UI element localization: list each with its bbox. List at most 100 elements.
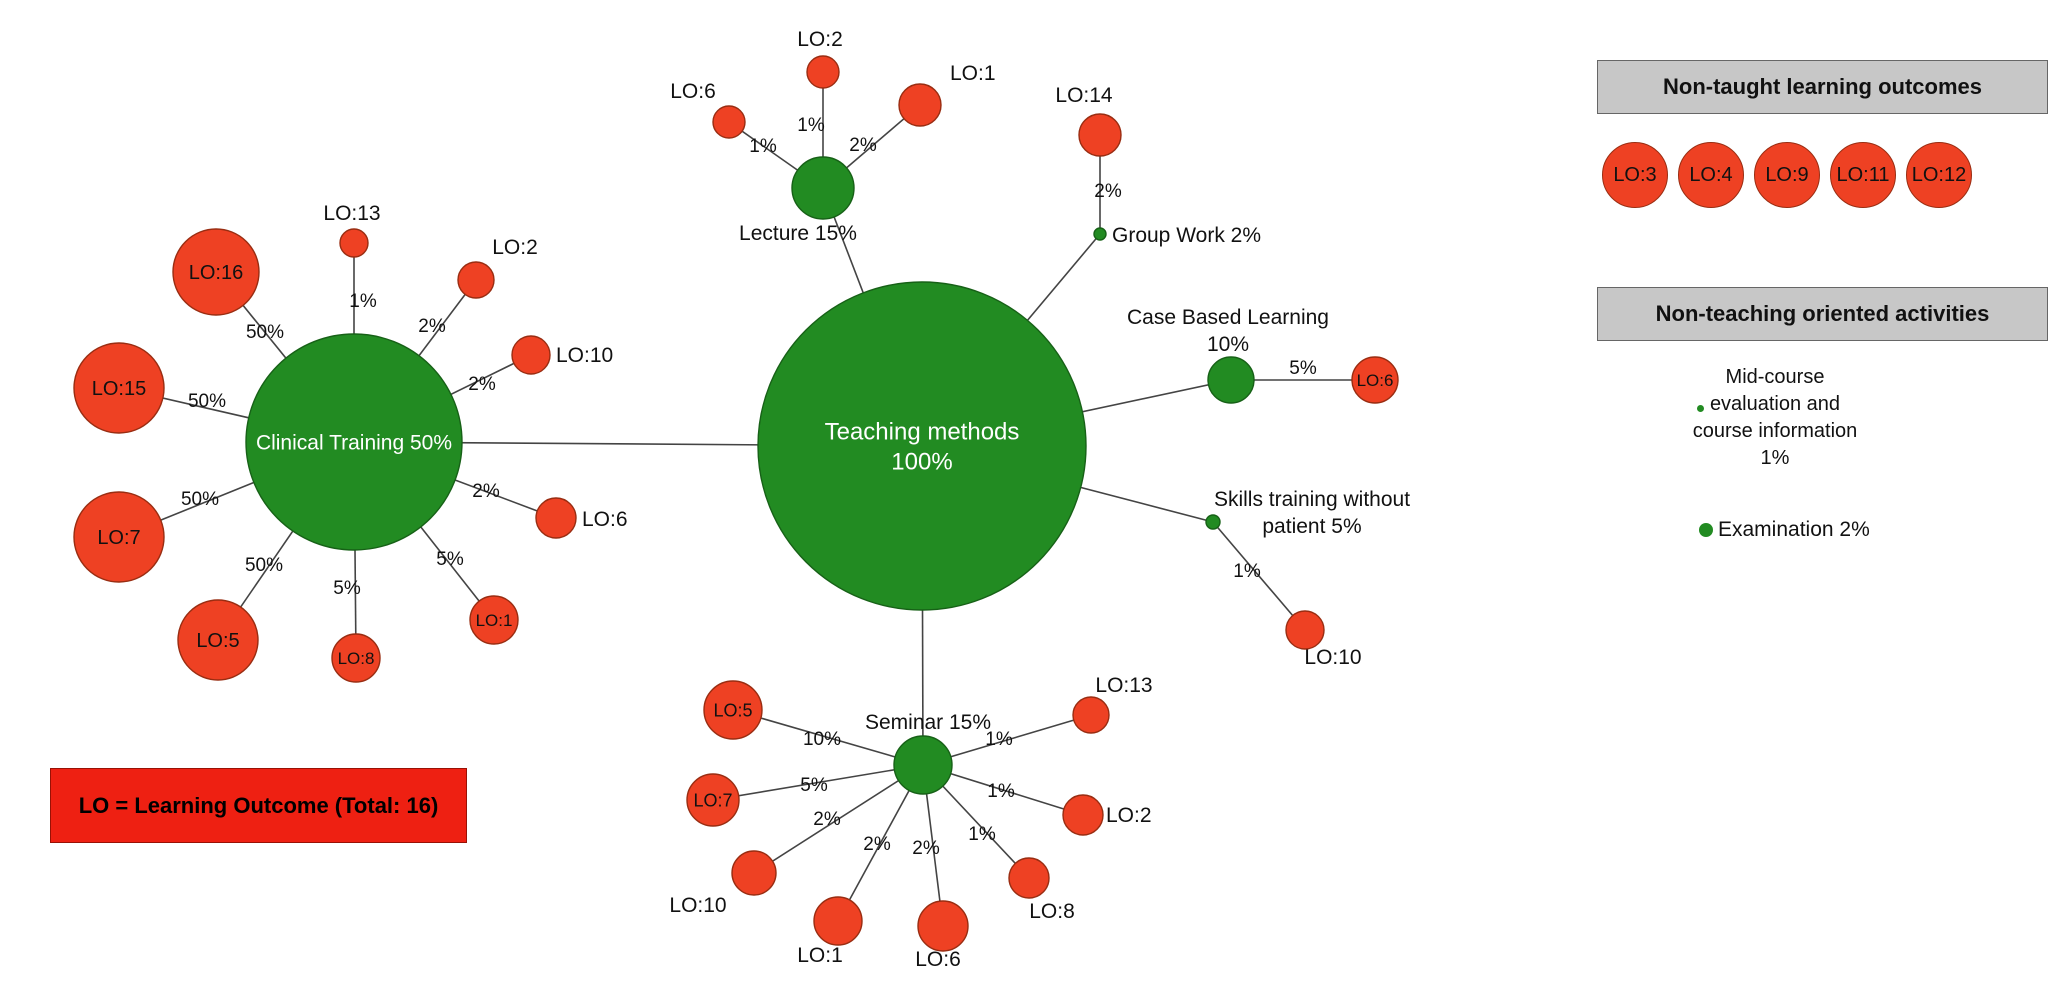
node-c_lo5	[177, 599, 259, 681]
legend-lo11-chip: LO:11	[1830, 142, 1896, 208]
node-label-c_lo16: LO:16	[189, 262, 243, 284]
edge-label-clinical-c_lo5: 50%	[245, 555, 283, 576]
node-se_lo13	[1072, 696, 1110, 734]
node-label-teaching: Teaching methods 100%	[825, 418, 1020, 475]
legend-lo9-chip: LO:9	[1754, 142, 1820, 208]
legend-note: LO = Learning Outcome (Total: 16)	[50, 768, 467, 843]
edge-label-seminar-se_lo6: 2%	[912, 838, 940, 859]
edge-label-lecture-l_lo1: 2%	[849, 135, 877, 156]
node-c_lo8	[331, 633, 381, 683]
midcourse-dot	[1697, 405, 1704, 412]
edge-label-seminar-se_lo1: 2%	[863, 834, 891, 855]
node-label-se_lo7: LO:7	[693, 790, 732, 810]
edge-label-seminar-se_lo2: 1%	[987, 781, 1015, 802]
edge-label-seminar-se_lo13: 1%	[985, 729, 1013, 750]
node-se_lo7	[686, 773, 740, 827]
node-c_lo16	[172, 228, 260, 316]
node-g_lo14	[1078, 113, 1122, 157]
node-label-l_lo2: LO:2	[797, 28, 843, 51]
node-label-se_lo8: LO:8	[1029, 900, 1075, 923]
legend-lo4-chip: LO:4	[1678, 142, 1744, 208]
node-label-g_lo14: LO:14	[1055, 84, 1113, 107]
edge-label-clinical-c_lo8: 5%	[333, 578, 361, 599]
legend-lo3-chip: LO:3	[1602, 142, 1668, 208]
node-label-se_lo13: LO:13	[1095, 674, 1152, 697]
node-label-c_lo10: LO:10	[556, 344, 613, 367]
legend-lo12-chip: LO:12	[1906, 142, 1972, 208]
node-label-c_lo5: LO:5	[196, 630, 239, 652]
edge-seminar-se_lo7	[712, 764, 924, 801]
labels: 50% 1% 2% 2% 50% 2% 50% 5% 50% 5% 1% 1% 2% 2% 5% 1% 10% 5…	[92, 28, 1410, 971]
node-label-seminar: Seminar 15%	[865, 711, 991, 734]
node-label-c_lo7: LO:7	[97, 527, 140, 549]
node-l_lo1	[898, 83, 942, 127]
nodes	[73, 55, 1399, 952]
node-label-c_lo13: LO:13	[323, 202, 380, 225]
edge-label-clinical-c_lo13: 1%	[349, 291, 377, 312]
node-label-c_lo1: LO:1	[476, 611, 513, 630]
edge-seminar-se_lo10	[753, 764, 924, 874]
node-label-c_lo2: LO:2	[492, 236, 538, 259]
node-lecture	[791, 156, 855, 220]
node-s_lo10	[1285, 610, 1325, 650]
node-label-se_lo1: LO:1	[797, 944, 843, 967]
edge-label-lecture-l_lo2: 1%	[797, 115, 825, 136]
node-label-casebased: Case Based Learning 10%	[1127, 306, 1329, 356]
edge-label-clinical-c_lo10: 2%	[468, 374, 496, 395]
node-se_lo6	[917, 900, 969, 952]
node-label-cb_lo6: LO:6	[1357, 371, 1394, 390]
node-c_lo13	[339, 228, 369, 258]
edge-label-lecture-l_lo6: 1%	[749, 136, 777, 157]
node-c_lo1	[469, 595, 519, 645]
node-se_lo1	[813, 896, 863, 946]
node-label-c_lo15: LO:15	[92, 378, 146, 400]
node-skills	[1205, 514, 1221, 530]
node-label-se_lo10: LO:10	[669, 894, 726, 917]
edge-label-seminar-se_lo7: 5%	[800, 775, 828, 796]
edge-label-seminar-se_lo10: 2%	[813, 809, 841, 830]
edge-label-clinical-c_lo2: 2%	[418, 316, 446, 337]
edge-label-groupwork-g_lo14: 2%	[1094, 181, 1122, 202]
examination-dot	[1699, 523, 1713, 537]
node-c_lo15	[73, 342, 165, 434]
node-label-l_lo6: LO:6	[670, 80, 716, 103]
node-l_lo2	[806, 55, 840, 89]
examination-label: Examination 2%	[1718, 518, 1870, 541]
node-seminar	[893, 735, 953, 795]
edge-label-skills-s_lo10: 1%	[1233, 561, 1261, 582]
node-label-skills: Skills training without patient 5%	[1214, 488, 1410, 538]
edge-label-clinical-c_lo7: 50%	[181, 489, 219, 510]
midcourse-label: Mid-course evaluation and course informa…	[1692, 366, 1858, 469]
node-c_lo2	[457, 261, 495, 299]
edge-label-clinical-c_lo1: 5%	[436, 549, 464, 570]
edge-label-clinical-c_lo16: 50%	[246, 322, 284, 343]
node-se_lo8	[1008, 857, 1050, 899]
node-clinical	[245, 333, 463, 551]
node-teaching	[757, 281, 1087, 611]
edge-label-clinical-c_lo15: 50%	[188, 391, 226, 412]
node-c_lo10	[511, 335, 551, 375]
node-se_lo2	[1062, 794, 1104, 836]
node-se_lo5	[703, 680, 763, 740]
edge-skills-s_lo10	[1212, 521, 1306, 631]
edge-label-seminar-se_lo5: 10%	[803, 729, 841, 750]
node-cb_lo6	[1351, 356, 1399, 404]
edge-label-seminar-se_lo8: 1%	[968, 824, 996, 845]
edge-label-clinical-c_lo6: 2%	[472, 481, 500, 502]
node-l_lo6	[712, 105, 746, 139]
node-label-se_lo6: LO:6	[915, 948, 961, 971]
node-label-c_lo6: LO:6	[582, 508, 628, 531]
node-label-groupwork: Group Work 2%	[1112, 224, 1261, 247]
node-casebased	[1207, 356, 1255, 404]
node-label-c_lo8: LO:8	[338, 649, 375, 668]
node-label-se_lo5: LO:5	[713, 700, 752, 720]
node-groupwork	[1093, 227, 1107, 241]
node-c_lo6	[535, 497, 577, 539]
node-c_lo7	[73, 491, 165, 583]
node-label-l_lo1: LO:1	[950, 62, 996, 85]
node-label-s_lo10: LO:10	[1304, 646, 1361, 669]
edge-label-casebased-cb_lo6: 5%	[1289, 358, 1317, 379]
node-se_lo10	[731, 850, 777, 896]
node-label-se_lo2: LO:2	[1106, 804, 1152, 827]
